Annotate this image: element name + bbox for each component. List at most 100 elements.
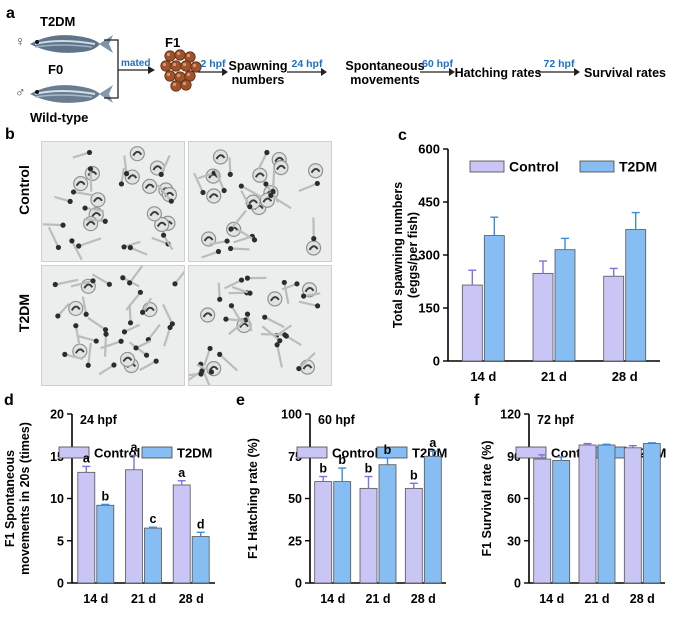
- step-text-2-0: Hatching rates: [455, 66, 542, 80]
- y-tick-label-3: 450: [418, 195, 440, 210]
- larva-head-12: [133, 345, 139, 351]
- larva-tail-6: [47, 226, 60, 248]
- larva-tail-16: [270, 194, 292, 210]
- sig-letter-control-0: a: [83, 451, 91, 465]
- x-tick-label-1: 21 d: [131, 592, 156, 606]
- photo-t2dm-2: [188, 265, 332, 386]
- mated-label: mated: [121, 58, 150, 69]
- step-arrowhead-3: [574, 68, 580, 76]
- chorion-4: [267, 291, 283, 307]
- panel-label-e: e: [236, 392, 245, 409]
- larva-tail-25: [224, 279, 243, 290]
- larva-tail-24: [55, 278, 79, 286]
- egg-highlight-11: [182, 81, 187, 86]
- larva-head-17: [301, 293, 307, 299]
- x-tick-label-0: 14 d: [83, 592, 108, 606]
- bar-t2dm-2: [625, 229, 647, 362]
- y-tick-label-2: 300: [418, 248, 440, 263]
- larva-head-8: [76, 243, 82, 249]
- egg-highlight-3: [162, 62, 167, 67]
- larva-head-0: [60, 222, 66, 228]
- embryo-12: [144, 183, 155, 189]
- larva-tail-12: [160, 154, 171, 175]
- larva-tail-18: [261, 325, 281, 342]
- chorion-10: [73, 176, 89, 192]
- larva-head-1: [103, 331, 109, 337]
- larva-head-14: [314, 303, 321, 309]
- step-text-0-1: numbers: [232, 73, 285, 87]
- larva-head-14: [102, 218, 108, 224]
- f0-label: F0: [48, 62, 63, 77]
- step-arrowhead-0: [222, 68, 228, 76]
- y-axis-label-1: movements in 20s (times): [18, 422, 32, 575]
- larva-head-3: [247, 290, 253, 296]
- larva-head-10: [70, 189, 77, 195]
- larva-tail-14: [214, 169, 226, 191]
- larva-head-23: [83, 311, 89, 317]
- embryo-3: [70, 305, 81, 311]
- larva-tail-9: [283, 282, 290, 304]
- wildtype-fish-icon: [30, 85, 113, 103]
- chorion-8: [273, 160, 289, 176]
- embryo-0: [87, 170, 98, 177]
- larva-head-7: [143, 352, 150, 358]
- bar-t2dm-1: [378, 464, 397, 584]
- larva-tail-20: [100, 340, 122, 350]
- legend-swatch-control: [296, 446, 328, 459]
- larva-tail-14: [298, 300, 318, 307]
- embryo-10: [215, 154, 226, 160]
- step-text-3-0: Survival rates: [584, 66, 666, 80]
- photo-control-1: [41, 141, 185, 262]
- larva-head-1: [215, 248, 222, 255]
- bar-control-0: [77, 471, 96, 584]
- larva-head-3: [102, 327, 109, 333]
- legend-label-t2dm: T2DM: [619, 159, 657, 175]
- y-axis-label-0: F1 Hatching rate (%): [246, 438, 260, 559]
- chorion-5: [119, 351, 136, 368]
- larva-head-7: [243, 317, 249, 323]
- legend-label-t2dm: T2DM: [177, 446, 212, 461]
- bar-control-0: [533, 458, 552, 584]
- larva-tail-4: [141, 297, 153, 313]
- egg-highlight-8: [176, 73, 181, 78]
- sig-letter-control-2: a: [178, 466, 186, 480]
- larva-tail-13: [257, 151, 268, 170]
- larva-head-21: [121, 329, 128, 335]
- bar-t2dm-2: [191, 536, 210, 584]
- larva-head-20: [118, 338, 124, 344]
- larva-head-4: [224, 238, 230, 244]
- bar-t2dm-1: [554, 249, 576, 362]
- embryo-4: [270, 296, 280, 302]
- bar-control-0: [461, 284, 483, 362]
- y-tick-label-2: 10: [50, 492, 64, 506]
- larva-tail-6: [197, 172, 215, 180]
- embryo-7: [132, 150, 143, 157]
- larva-tail-8: [298, 182, 318, 193]
- x-tick-label-0: 14 d: [539, 592, 564, 606]
- y-tick-label-0: 0: [57, 577, 64, 591]
- larva-tail-4: [70, 240, 83, 261]
- embryo-3: [203, 236, 214, 242]
- larva-head-20: [198, 371, 204, 377]
- embryo-12: [208, 193, 219, 199]
- y-tick-label-0: 0: [295, 577, 302, 591]
- legend-swatch-t2dm: [376, 446, 408, 459]
- larva-tail-4: [209, 239, 228, 246]
- chart-title: 72 hpf: [537, 413, 575, 427]
- larva-head-25: [238, 277, 245, 283]
- larva-head-15: [160, 232, 167, 238]
- y-tick-label-1: 30: [507, 534, 521, 548]
- step-text-0-0: Spawning: [228, 59, 287, 73]
- x-tick-label-2: 28 d: [612, 369, 638, 384]
- chorion-5: [226, 221, 242, 237]
- larva-head-16: [268, 192, 274, 199]
- larva-head-14: [221, 187, 227, 194]
- larva-tail-10: [298, 352, 316, 370]
- larva-head-9: [67, 198, 73, 204]
- step-text-1-0: Spontaneous: [345, 59, 424, 73]
- embryo-13: [85, 220, 96, 227]
- larva-tail-17: [89, 168, 93, 192]
- bar-t2dm-1: [144, 527, 162, 584]
